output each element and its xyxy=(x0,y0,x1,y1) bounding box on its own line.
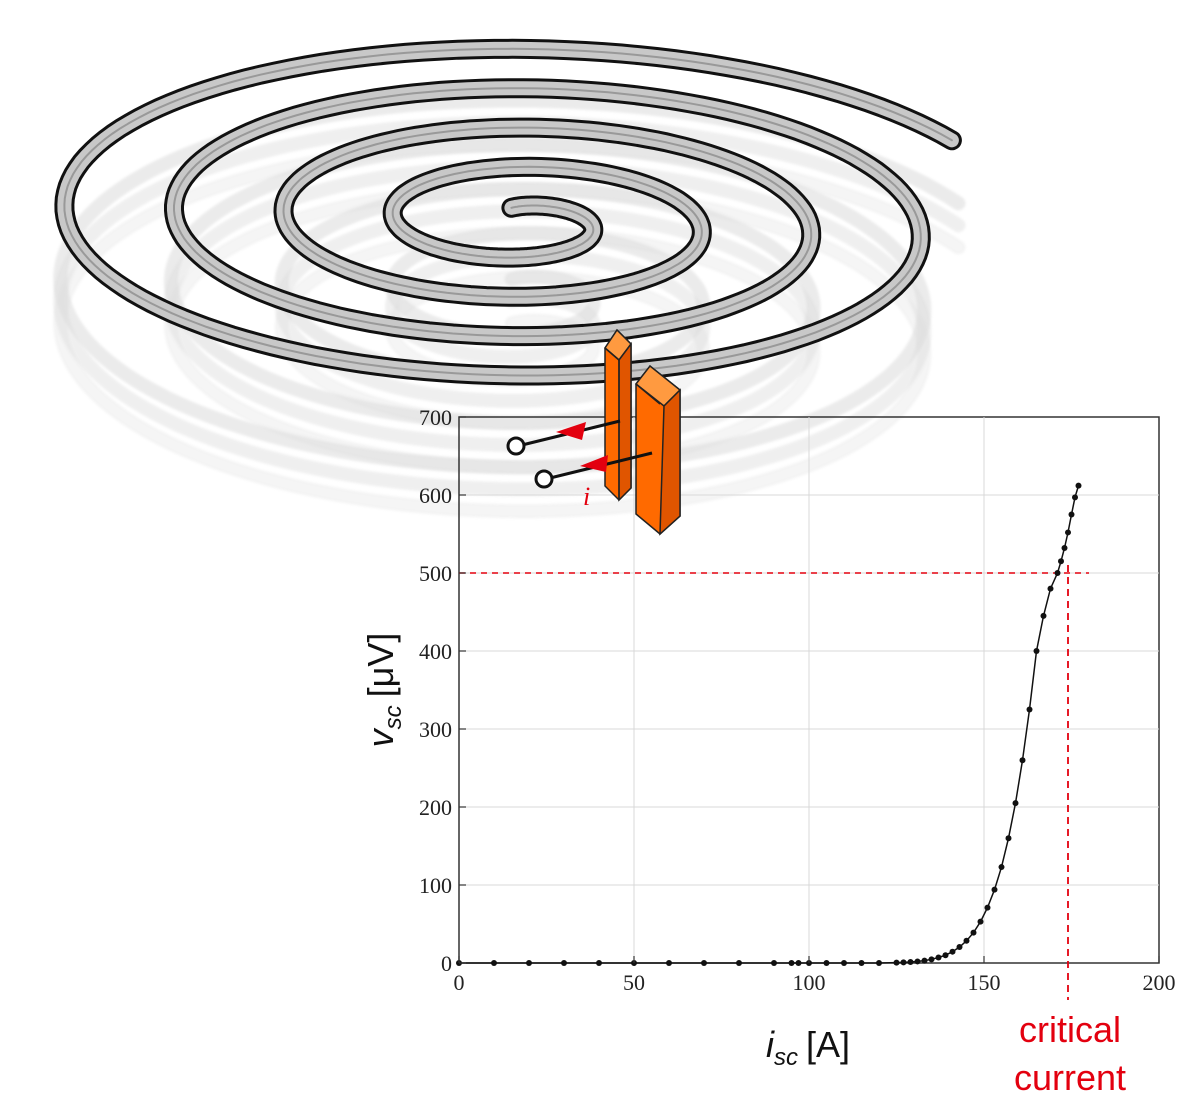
coil-spiral xyxy=(54,38,962,386)
svg-text:current: current xyxy=(1014,1057,1126,1098)
data-point xyxy=(788,960,795,966)
y-tick-label: 200 xyxy=(419,795,452,820)
current-arrow-1 xyxy=(556,422,586,440)
critical-current-annotation: critical current xyxy=(1014,1009,1126,1098)
data-point xyxy=(666,960,672,966)
data-point xyxy=(935,954,942,961)
current-label: i xyxy=(583,482,590,511)
data-point xyxy=(1033,648,1040,654)
y-tick-label: 700 xyxy=(419,405,452,430)
data-point xyxy=(1072,494,1078,501)
y-axis-label: vsc[μV] xyxy=(360,633,407,748)
data-point xyxy=(949,948,956,955)
data-point xyxy=(1075,482,1082,489)
grid-lines xyxy=(459,417,1159,963)
data-series xyxy=(456,482,1082,966)
y-tick-label: 0 xyxy=(441,951,452,976)
plot-area: 0 50 100 150 200 0 100 200 300 400 500 600 700 xyxy=(419,405,1176,1000)
data-point xyxy=(1047,585,1054,592)
data-point xyxy=(858,960,865,966)
svg-text:critical: critical xyxy=(1019,1009,1121,1050)
data-point xyxy=(963,937,970,944)
y-tick-label: 300 xyxy=(419,717,452,742)
data-point xyxy=(921,957,928,964)
reference-lines xyxy=(459,565,1089,1000)
lead-terminal-circle-1 xyxy=(506,436,526,456)
y-tick-label: 600 xyxy=(419,483,452,508)
x-tick-label: 0 xyxy=(454,970,465,995)
series-line xyxy=(459,485,1080,964)
coil-terminals: i xyxy=(506,328,682,536)
data-point xyxy=(956,944,963,951)
y-tick-label: 400 xyxy=(419,639,452,664)
svg-text:vsc[μV]: vsc[μV] xyxy=(360,633,407,748)
data-point xyxy=(907,958,914,965)
x-axis-label: isc [A] xyxy=(766,1024,850,1071)
data-point xyxy=(977,918,984,925)
data-point xyxy=(1019,757,1026,764)
data-point xyxy=(823,960,830,966)
data-point xyxy=(984,904,991,911)
data-point xyxy=(893,959,900,966)
svg-text:isc[A]: isc [A] xyxy=(766,1024,850,1071)
ghost-tape-turns xyxy=(53,137,966,519)
data-point xyxy=(914,958,921,965)
terminal-bar-1 xyxy=(604,328,632,502)
lead-terminal-circle-2 xyxy=(534,469,554,489)
data-point xyxy=(491,960,497,966)
data-point xyxy=(1012,800,1019,807)
data-point xyxy=(998,864,1005,871)
data-point xyxy=(1058,558,1064,565)
terminal-bar-2 xyxy=(634,364,682,536)
data-point xyxy=(991,886,998,893)
data-point xyxy=(736,960,742,966)
data-point xyxy=(1005,835,1012,842)
data-point xyxy=(771,960,777,966)
data-point xyxy=(1065,529,1071,536)
data-point xyxy=(526,960,532,966)
current-arrow-2 xyxy=(580,455,608,472)
data-point xyxy=(561,960,567,966)
data-point xyxy=(841,960,847,966)
y-tick-label: 500 xyxy=(419,561,452,586)
data-point xyxy=(928,956,935,963)
data-point xyxy=(900,959,907,966)
x-tick-label: 50 xyxy=(623,970,645,995)
x-tick-label: 100 xyxy=(793,970,826,995)
data-point xyxy=(795,960,802,966)
data-point xyxy=(942,952,949,959)
data-point xyxy=(876,960,882,966)
data-point xyxy=(1026,706,1033,713)
x-tick-label: 200 xyxy=(1143,970,1176,995)
data-point xyxy=(1040,612,1047,619)
data-point xyxy=(1061,545,1068,552)
data-point xyxy=(596,960,602,966)
data-point xyxy=(970,929,977,936)
x-tick-label: 150 xyxy=(968,970,1001,995)
x-axis-ticks: 0 50 100 150 200 xyxy=(454,956,1176,995)
data-point xyxy=(701,960,707,966)
data-point xyxy=(1054,570,1061,576)
y-tick-label: 100 xyxy=(419,873,452,898)
y-axis-ticks: 0 100 200 300 400 500 600 700 xyxy=(419,405,466,976)
data-point xyxy=(1068,511,1075,518)
